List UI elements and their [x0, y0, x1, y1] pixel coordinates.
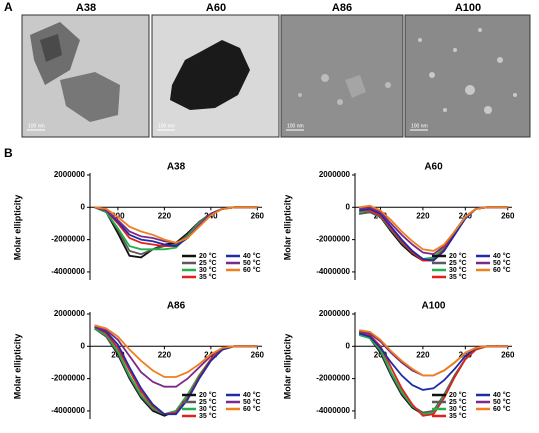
- y-tick-label: -2000000: [316, 235, 350, 244]
- micrograph-title: A60: [206, 2, 226, 14]
- x-tick-label: 220: [158, 350, 172, 359]
- legend-label: 30 °C: [449, 266, 467, 274]
- series-line: [359, 206, 508, 262]
- micrograph-title: A86: [332, 2, 352, 14]
- x-tick-label: 220: [158, 211, 172, 220]
- legend-label: 50 °C: [493, 398, 511, 406]
- scale-bar: 100 nm: [411, 123, 428, 129]
- y-tick-label: -2000000: [316, 374, 350, 383]
- legend-label: 30 °C: [199, 266, 217, 274]
- y-tick-label: -2000000: [51, 235, 85, 244]
- chart-title: A60: [424, 162, 443, 173]
- micrograph: 100 nm: [280, 14, 404, 138]
- legend-label: 35 °C: [199, 273, 217, 281]
- y-tick-label: 2000000: [54, 170, 86, 179]
- legend-label: 40 °C: [243, 252, 261, 260]
- legend-label: 60 °C: [493, 266, 511, 274]
- series-line: [359, 206, 508, 256]
- legend-label: 20 °C: [199, 391, 217, 399]
- legend-label: 20 °C: [449, 252, 467, 260]
- chart-title: A86: [167, 301, 186, 312]
- y-tick-label: 0: [81, 202, 86, 211]
- x-tick-label: 260: [501, 211, 515, 220]
- legend-label: 30 °C: [199, 405, 217, 413]
- x-tick-label: 260: [251, 350, 265, 359]
- micrograph-title: A100: [455, 2, 481, 14]
- legend-label: 60 °C: [243, 405, 261, 413]
- y-tick-label: -4000000: [51, 406, 85, 415]
- panel-label: A: [4, 0, 13, 14]
- y-tick-label: 0: [346, 341, 351, 350]
- legend-label: 50 °C: [493, 259, 511, 267]
- chart-title: A100: [422, 301, 446, 312]
- y-axis-label: Molar ellipticity: [282, 334, 292, 400]
- y-tick-label: -2000000: [51, 374, 85, 383]
- micrograph: 100 nm: [151, 14, 280, 138]
- y-axis-label: Molar ellipticity: [12, 334, 22, 400]
- legend-label: 25 °C: [449, 259, 467, 267]
- micrograph-title: A38: [76, 2, 96, 14]
- legend-label: 35 °C: [199, 412, 217, 420]
- x-tick-label: 260: [501, 350, 515, 359]
- series-line: [94, 206, 258, 244]
- micrograph: 100 nm: [21, 14, 150, 138]
- legend-label: 25 °C: [449, 398, 467, 406]
- legend-label: 60 °C: [243, 266, 261, 274]
- scale-bar: 100 nm: [28, 123, 45, 129]
- legend-label: 50 °C: [243, 398, 261, 406]
- y-tick-label: 0: [346, 202, 351, 211]
- legend-label: 35 °C: [449, 273, 467, 281]
- x-tick-label: 220: [416, 211, 430, 220]
- y-tick-label: 2000000: [319, 170, 351, 179]
- legend-label: 40 °C: [243, 391, 261, 399]
- y-tick-label: -4000000: [316, 267, 350, 276]
- legend-label: 20 °C: [449, 391, 467, 399]
- series-line: [94, 324, 258, 378]
- chart-title: A38: [167, 162, 186, 173]
- legend-label: 20 °C: [199, 252, 217, 260]
- y-axis-label: Molar ellipticity: [12, 195, 22, 261]
- series-line: [359, 329, 508, 377]
- legend-label: 40 °C: [493, 252, 511, 260]
- legend-label: 30 °C: [449, 405, 467, 413]
- scale-bar: 100 nm: [158, 123, 175, 129]
- x-tick-label: 260: [251, 211, 265, 220]
- series-line: [359, 204, 508, 252]
- scale-bar: 100 nm: [287, 123, 304, 129]
- legend-label: 25 °C: [199, 398, 217, 406]
- legend-label: 35 °C: [449, 412, 467, 420]
- y-tick-label: 2000000: [319, 309, 351, 318]
- x-tick-label: 200: [111, 211, 125, 220]
- y-tick-label: 0: [81, 341, 86, 350]
- y-tick-label: -4000000: [316, 406, 350, 415]
- panel-label: B: [4, 146, 13, 160]
- micrograph: 100 nm: [404, 14, 531, 138]
- legend-label: 40 °C: [493, 391, 511, 399]
- legend-label: 60 °C: [493, 405, 511, 413]
- y-tick-label: 2000000: [54, 309, 86, 318]
- x-tick-label: 220: [416, 350, 430, 359]
- y-tick-label: -4000000: [51, 267, 85, 276]
- legend-label: 25 °C: [199, 259, 217, 267]
- legend-label: 50 °C: [243, 259, 261, 267]
- y-axis-label: Molar ellipticity: [282, 195, 292, 261]
